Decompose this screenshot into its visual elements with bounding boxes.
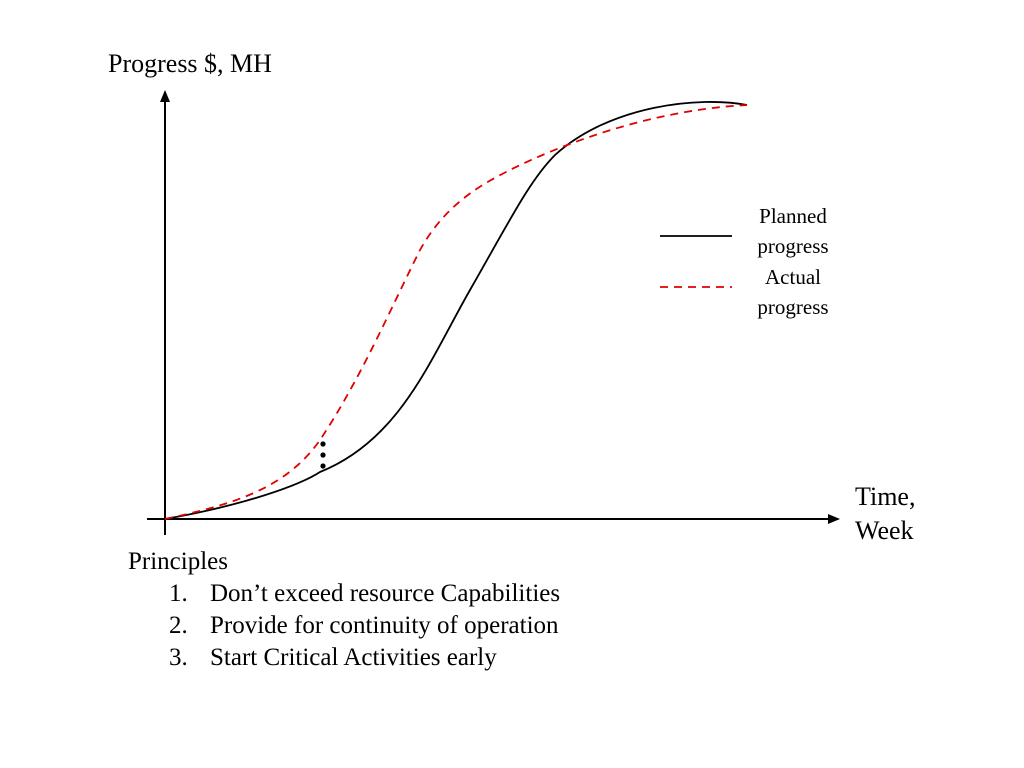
principles-section: Principles 1. Don’t exceed resource Capab… xyxy=(128,546,560,674)
legend-planned-line1: Planned xyxy=(759,204,827,228)
principles-list: 1. Don’t exceed resource Capabilities 2. P… xyxy=(128,578,560,674)
legend-actual-line2: progress xyxy=(757,295,829,319)
principles-title: Principles xyxy=(128,548,228,575)
ellipsis-marker xyxy=(320,441,326,469)
actual-progress-curve xyxy=(164,104,748,520)
principle-item: 1. Don’t exceed resource Capabilities xyxy=(169,578,560,610)
principle-number: 2. xyxy=(169,612,188,639)
x-axis-label-line1: Time, xyxy=(855,482,916,511)
principle-number: 3. xyxy=(169,644,188,671)
planned-progress-curve xyxy=(164,101,748,520)
x-axis-label-line2: Week xyxy=(855,516,914,545)
legend-entry-actual: Actual progress xyxy=(743,262,843,322)
y-axis-label: Progress $, MH xyxy=(108,49,272,78)
principle-text: Provide for continuity of operation xyxy=(210,612,559,639)
legend-planned-line2: progress xyxy=(757,234,829,258)
principle-item: 2. Provide for continuity of operation xyxy=(169,610,560,642)
principle-number: 1. xyxy=(169,580,188,607)
legend-actual-line1: Actual xyxy=(765,265,821,289)
principle-text: Start Critical Activities early xyxy=(210,644,497,671)
legend-entry-planned: Planned progress xyxy=(743,201,843,261)
principle-text: Don’t exceed resource Capabilities xyxy=(210,580,561,607)
principle-item: 3. Start Critical Activities early xyxy=(169,642,560,674)
x-axis-label: Time, Week xyxy=(855,480,915,548)
